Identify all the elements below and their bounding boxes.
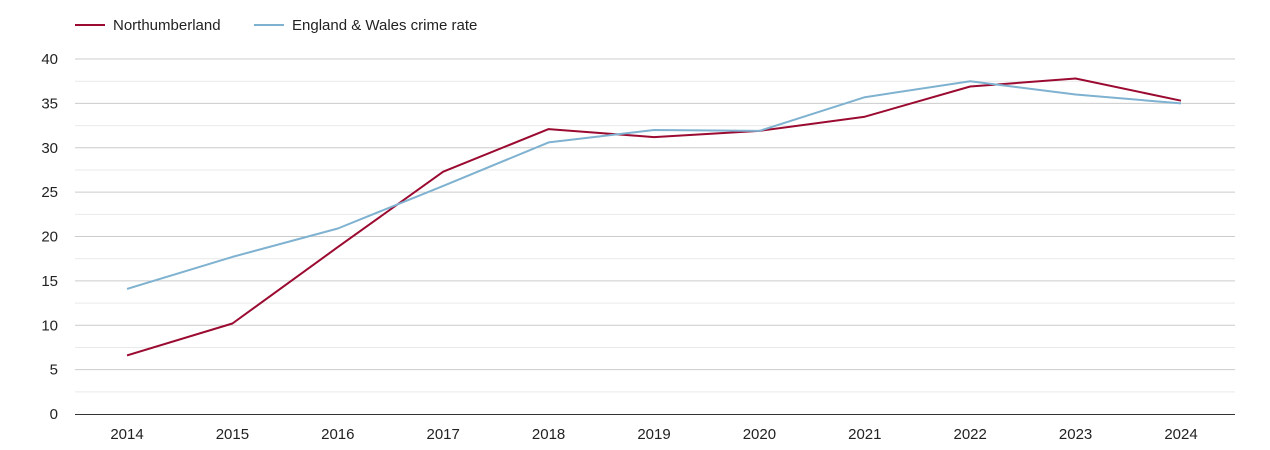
y-tick-label: 40 [41,51,58,68]
x-tick-label: 2014 [110,426,143,443]
y-tick-label: 25 [41,184,58,201]
x-tick-label: 2019 [637,426,670,443]
x-tick-label: 2024 [1164,426,1197,443]
x-axis: 2014 2015 2016 2017 2018 2019 2020 2021 2022 2023… [75,414,1235,443]
y-tick-label: 0 [50,406,58,423]
y-tick-label: 5 [50,362,58,379]
legend-item: Northumberland [75,17,221,34]
y-tick-label: 30 [41,140,58,157]
y-tick-label: 15 [41,273,58,290]
gridlines [75,58,1235,393]
series-line-england-wales [126,80,1182,290]
x-tick-label: 2015 [216,426,249,443]
x-tick-label: 2021 [848,426,881,443]
series-lines [126,77,1182,357]
x-tick-label: 2017 [427,426,460,443]
legend-label: England & Wales crime rate [292,17,477,34]
y-tick-label: 35 [41,95,58,112]
series-line-northumberland [126,77,1182,357]
y-axis: 0 5 10 15 20 25 30 35 40 [41,51,58,423]
y-tick-label: 10 [41,317,58,334]
x-tick-label: 2023 [1059,426,1092,443]
x-tick-label: 2018 [532,426,565,443]
x-tick-label: 2016 [321,426,354,443]
x-tick-label: 2020 [743,426,776,443]
legend: Northumberland England & Wales crime rate [75,17,477,34]
legend-item: England & Wales crime rate [254,17,477,34]
y-tick-label: 20 [41,229,58,246]
x-tick-label: 2022 [954,426,987,443]
legend-label: Northumberland [113,17,221,34]
